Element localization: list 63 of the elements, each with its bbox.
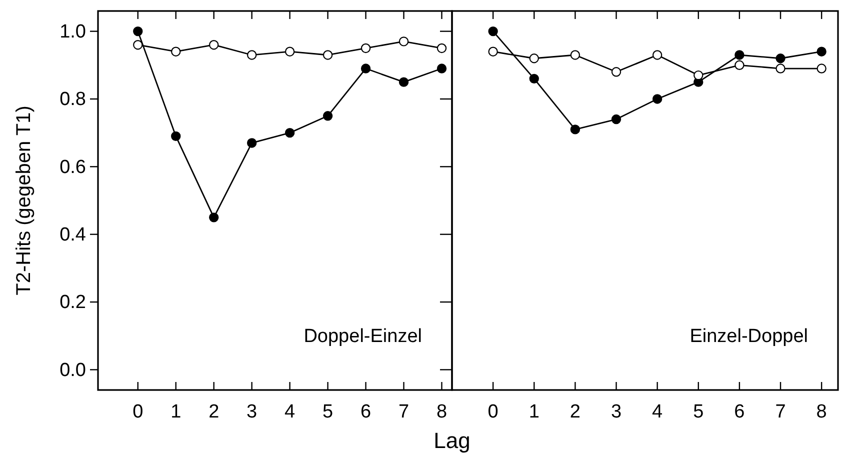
- point: [570, 50, 580, 60]
- point: [322, 111, 333, 121]
- point: [171, 131, 181, 142]
- point: [776, 54, 786, 64]
- point: [488, 46, 498, 56]
- x-tick-label: 5: [693, 401, 704, 422]
- x-tick-label: 5: [322, 401, 334, 422]
- x-tick-label: 3: [610, 401, 622, 422]
- point: [209, 212, 219, 222]
- x-tick-label: 4: [284, 401, 296, 422]
- y-tick-label: 0.6: [60, 156, 86, 178]
- x-tick-label: 7: [775, 401, 786, 422]
- x-tick-label: 2: [208, 401, 220, 422]
- x-tick-label: 1: [528, 401, 540, 422]
- point: [360, 64, 371, 74]
- x-tick-label: 0: [488, 401, 498, 422]
- point: [133, 40, 143, 50]
- x-tick-label: 0: [132, 401, 144, 422]
- point: [611, 67, 622, 77]
- x-tick-label: 1: [170, 401, 182, 422]
- point: [322, 50, 333, 60]
- point: [133, 26, 143, 36]
- point: [652, 94, 662, 104]
- point: [284, 128, 295, 138]
- annotation: Doppel-Einzel: [304, 326, 422, 347]
- x-tick-label: 8: [436, 401, 448, 422]
- point: [611, 114, 622, 124]
- point: [398, 36, 409, 46]
- point: [209, 40, 219, 50]
- point: [570, 124, 580, 134]
- y-tick-label: 1.0: [60, 21, 86, 42]
- x-tick-label: 4: [652, 401, 664, 422]
- point: [246, 50, 257, 60]
- point: [488, 26, 498, 36]
- y-tick-label: 0.4: [60, 224, 86, 246]
- point: [436, 64, 447, 74]
- point: [171, 46, 181, 56]
- x-tick-label: 2: [570, 401, 580, 422]
- x-tick-label: 6: [734, 401, 745, 422]
- point: [284, 46, 295, 56]
- y-tick-label: 0.0: [60, 360, 86, 381]
- x-tick-label: 3: [246, 401, 258, 422]
- point: [529, 54, 539, 64]
- point: [652, 50, 662, 60]
- point: [246, 138, 257, 148]
- point: [360, 43, 371, 54]
- point: [816, 46, 826, 56]
- point: [734, 50, 744, 60]
- point: [398, 77, 409, 87]
- point: [694, 70, 704, 80]
- annotation: Einzel-Doppel: [690, 326, 808, 347]
- point: [776, 64, 786, 74]
- x-tick-label: 8: [816, 401, 827, 422]
- x-tick-label: 6: [360, 401, 372, 422]
- y-axis-title: T2-Hits (gegeben T1): [13, 106, 35, 296]
- point: [734, 60, 744, 70]
- x-tick-label: 7: [398, 401, 410, 422]
- y-tick-label: 0.8: [60, 89, 86, 110]
- y-tick-label: 0.2: [60, 292, 86, 314]
- point: [816, 64, 826, 74]
- point: [436, 43, 447, 54]
- point: [529, 74, 539, 84]
- x-axis-title: Lag: [434, 428, 470, 453]
